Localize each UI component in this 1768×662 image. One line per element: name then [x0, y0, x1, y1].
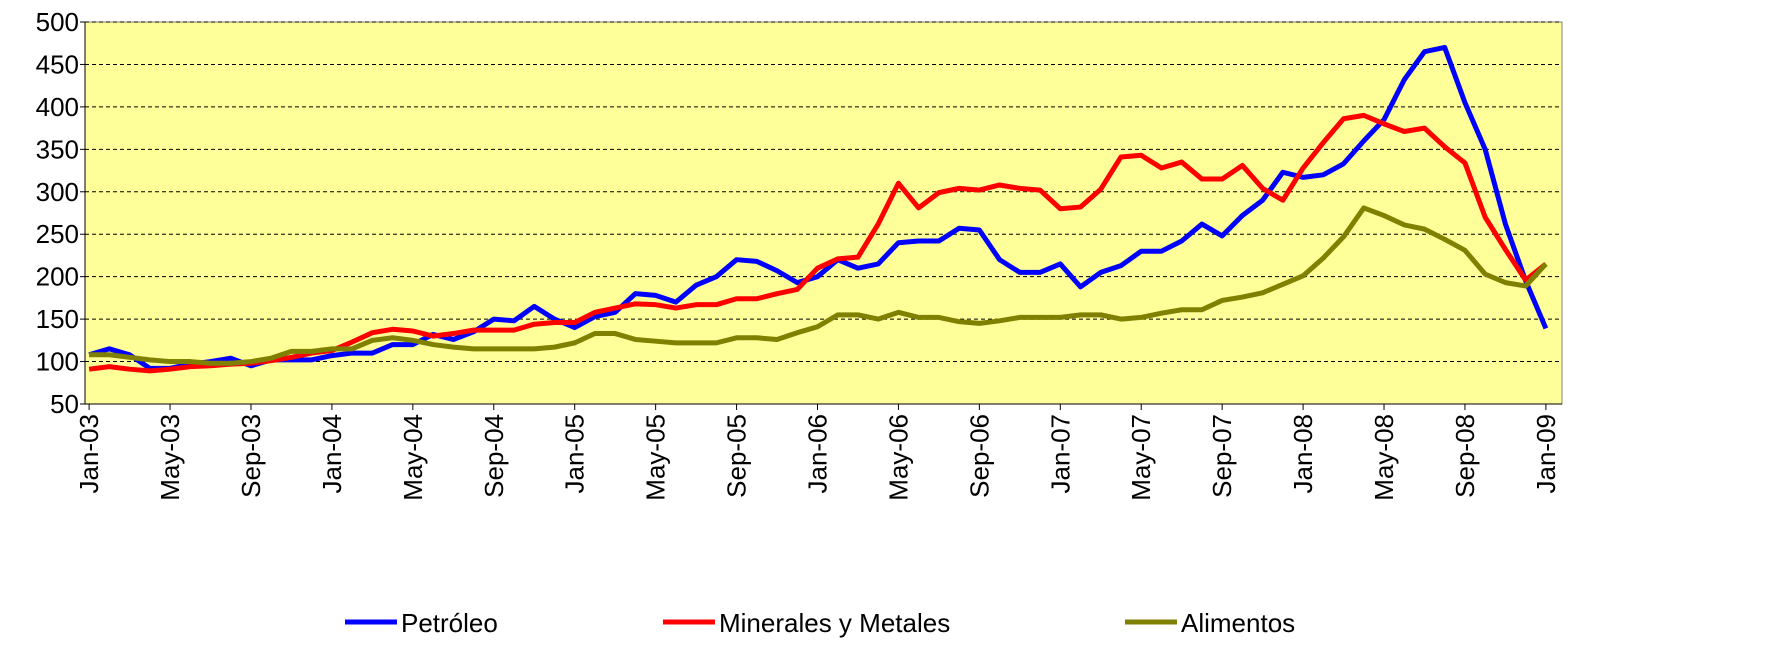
y-tick-label: 50: [50, 389, 79, 419]
line-series: [88, 44, 1549, 371]
y-tick-label: 100: [36, 347, 79, 377]
legend-label: Petróleo: [401, 608, 498, 638]
x-tick-label: Sep-08: [1450, 414, 1480, 498]
x-tick-label: May-05: [641, 414, 671, 501]
y-tick-label: 350: [36, 134, 79, 164]
x-tick-label: Jan-05: [560, 414, 590, 494]
legend-label: Minerales y Metales: [719, 608, 950, 638]
x-tick-label: Jan-03: [74, 414, 104, 494]
x-tick-label: Jan-09: [1531, 414, 1561, 494]
legend-label: Alimentos: [1181, 608, 1295, 638]
x-tick-label: May-08: [1369, 414, 1399, 501]
x-tick-label: Sep-05: [722, 414, 752, 498]
y-tick-label: 250: [36, 219, 79, 249]
y-tick-label: 500: [36, 7, 79, 37]
x-tick-label: May-06: [883, 414, 913, 501]
x-tick-label: May-03: [155, 414, 185, 501]
x-tick-label: Jan-06: [803, 414, 833, 494]
x-tick-label: Sep-06: [964, 414, 994, 498]
x-tick-label: May-04: [398, 414, 428, 501]
y-tick-label: 400: [36, 92, 79, 122]
y-tick-label: 150: [36, 304, 79, 334]
y-tick-label: 200: [36, 262, 79, 292]
plot-area: [84, 21, 1563, 405]
x-tick-label: Sep-03: [236, 414, 266, 498]
line-series: [89, 205, 1548, 366]
x-tick-label: Jan-04: [317, 414, 347, 494]
x-tick-label: Sep-07: [1207, 414, 1237, 498]
x-tick-label: Sep-04: [479, 414, 509, 498]
x-tick-label: Jan-08: [1288, 414, 1318, 494]
y-tick-label: 450: [36, 49, 79, 79]
x-tick-label: Jan-07: [1045, 414, 1075, 494]
x-tick-label: May-07: [1126, 414, 1156, 501]
y-tick-label: 300: [36, 177, 79, 207]
